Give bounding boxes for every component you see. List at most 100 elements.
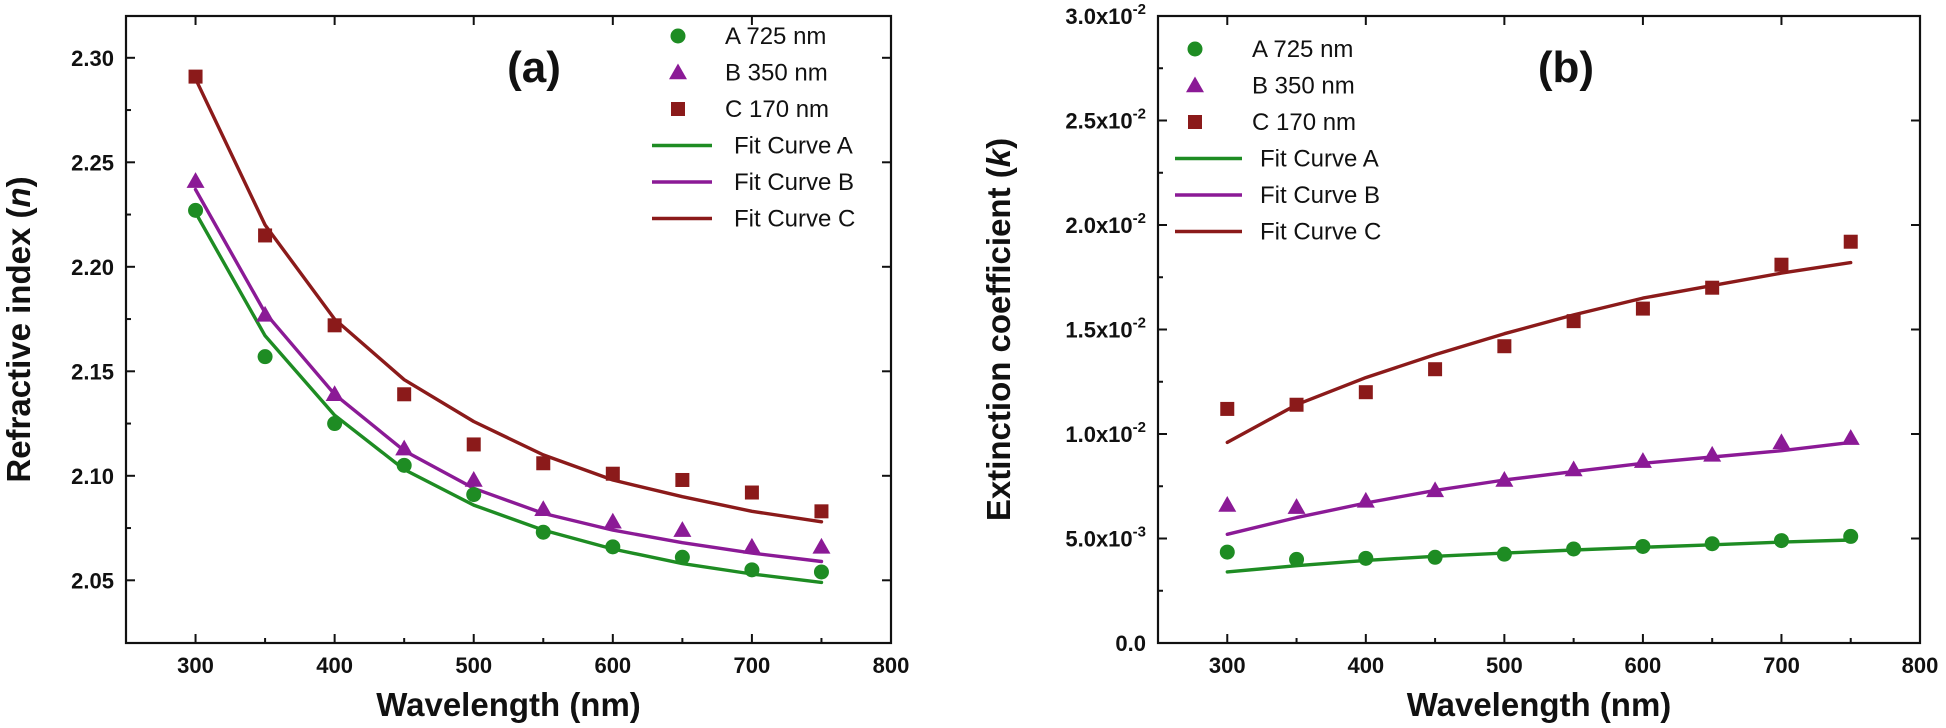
data-point	[325, 385, 344, 402]
data-point	[605, 539, 621, 555]
legend: A 725 nm B 350 nm C 170 nm Fit Curve A Fit C…	[652, 23, 855, 233]
legend-label: Fit Curve A	[734, 133, 853, 160]
data-point	[603, 512, 622, 529]
data-point	[186, 172, 205, 188]
legend-marker	[669, 63, 687, 80]
y-tick-label: 3.0x10-2	[1065, 1, 1146, 29]
y-tick-label: 2.10	[71, 464, 114, 489]
plot-frame	[124, 14, 893, 645]
x-axis-title: Wavelength (nm)	[1407, 686, 1672, 723]
fit-curve-line	[193, 187, 824, 564]
y-tick-label: 2.25	[71, 150, 114, 175]
data-point	[742, 537, 761, 554]
data-point	[464, 470, 483, 487]
x-tick-label: 400	[316, 653, 353, 678]
data-point	[188, 69, 203, 84]
data-point	[1635, 538, 1651, 554]
legend-marker	[1186, 76, 1204, 93]
data-point	[1566, 541, 1582, 557]
data-point	[1220, 401, 1235, 416]
y-tick-label: 2.30	[71, 46, 114, 71]
data-point	[1564, 460, 1583, 477]
x-tick-label: 700	[734, 653, 771, 678]
fit-curve-line	[193, 210, 824, 585]
x-tick-label: 400	[1347, 653, 1384, 678]
data-point	[1705, 280, 1720, 295]
data-point	[1773, 533, 1789, 549]
data-point	[536, 456, 551, 471]
legend-label: Fit Curve A	[1260, 146, 1379, 173]
data-point	[674, 549, 690, 565]
fit-curve-line	[1225, 260, 1853, 445]
y-tick-label: 1.0x10-2	[1065, 419, 1146, 447]
x-tick-label: 500	[455, 653, 492, 678]
chart-panel-a: 300 400 500 600 700 800 2.05 2.10 2.15 2.20 2.25 2.…	[0, 14, 910, 723]
data-point	[1358, 550, 1374, 566]
fit-curve-line	[1225, 440, 1853, 536]
data-point	[675, 472, 690, 487]
data-point	[1287, 498, 1306, 514]
data-point	[1772, 433, 1791, 450]
data-point	[1358, 385, 1373, 400]
x-tick-label: 800	[1902, 653, 1939, 678]
y-axis-title: Refractive index (n)	[0, 176, 37, 482]
x-tick-label: 500	[1486, 653, 1523, 678]
data-point	[1289, 551, 1305, 567]
x-axis-title: Wavelength (nm)	[376, 686, 641, 723]
y-tick-label: 5.0x10-3	[1065, 524, 1146, 552]
data-point	[1704, 536, 1720, 552]
legend-label: Fit Curve B	[1260, 182, 1380, 209]
legend-marker	[671, 102, 685, 116]
data-point	[396, 457, 412, 473]
data-point	[256, 305, 275, 322]
x-tick-label: 300	[177, 653, 214, 678]
legend-label: B 350 nm	[1252, 73, 1355, 100]
legend-label: Fit Curve B	[734, 169, 854, 196]
x-tick-label: 800	[873, 653, 910, 678]
chart-panel-b: 300 400 500 600 700 800 0.0 5.0x10-3 1.0x10-2 1.5…	[980, 1, 1938, 723]
x-tick-label: 600	[1625, 653, 1662, 678]
legend-marker	[1187, 41, 1203, 57]
legend-label: Fit Curve C	[1260, 219, 1381, 246]
data-point	[1218, 496, 1237, 512]
data-point	[1635, 301, 1650, 316]
data-point	[1496, 546, 1512, 562]
data-point	[1427, 549, 1443, 565]
data-point	[1841, 429, 1860, 445]
data-point	[1633, 452, 1652, 468]
data-point	[813, 564, 829, 580]
fit-curve-line	[1225, 538, 1853, 574]
data-point	[1774, 257, 1789, 272]
data-point	[1289, 397, 1304, 412]
data-point	[466, 437, 481, 452]
data-point	[1428, 362, 1443, 377]
data-point	[327, 318, 342, 333]
legend-label: A 725 nm	[1252, 36, 1353, 63]
data-point	[327, 416, 343, 432]
data-point	[1356, 491, 1375, 508]
fit-curve-line	[193, 76, 824, 524]
legend-label: A 725 nm	[725, 23, 826, 50]
legend: A 725 nm B 350 nm C 170 nm Fit Curve A Fit C…	[1175, 36, 1381, 246]
data-point	[535, 524, 551, 540]
x-tick-label: 700	[1763, 653, 1800, 678]
data-point	[395, 439, 414, 456]
y-tick-label: 2.15	[71, 359, 114, 384]
data-point	[1497, 339, 1512, 354]
data-point	[814, 504, 829, 519]
data-point	[397, 387, 412, 402]
y-tick-label: 2.0x10-2	[1065, 210, 1146, 238]
data-point	[673, 521, 692, 537]
legend-marker	[670, 28, 686, 44]
data-point	[1703, 445, 1722, 462]
legend-label: C 170 nm	[725, 96, 829, 123]
legend-label: Fit Curve C	[734, 206, 855, 233]
panel-label: (b)	[1538, 43, 1594, 92]
data-point	[1843, 528, 1859, 544]
y-tick-label: 1.5x10-2	[1065, 315, 1146, 343]
data-point	[1843, 234, 1858, 249]
data-point	[812, 537, 831, 554]
x-tick-label: 300	[1209, 653, 1246, 678]
data-point	[605, 466, 620, 481]
